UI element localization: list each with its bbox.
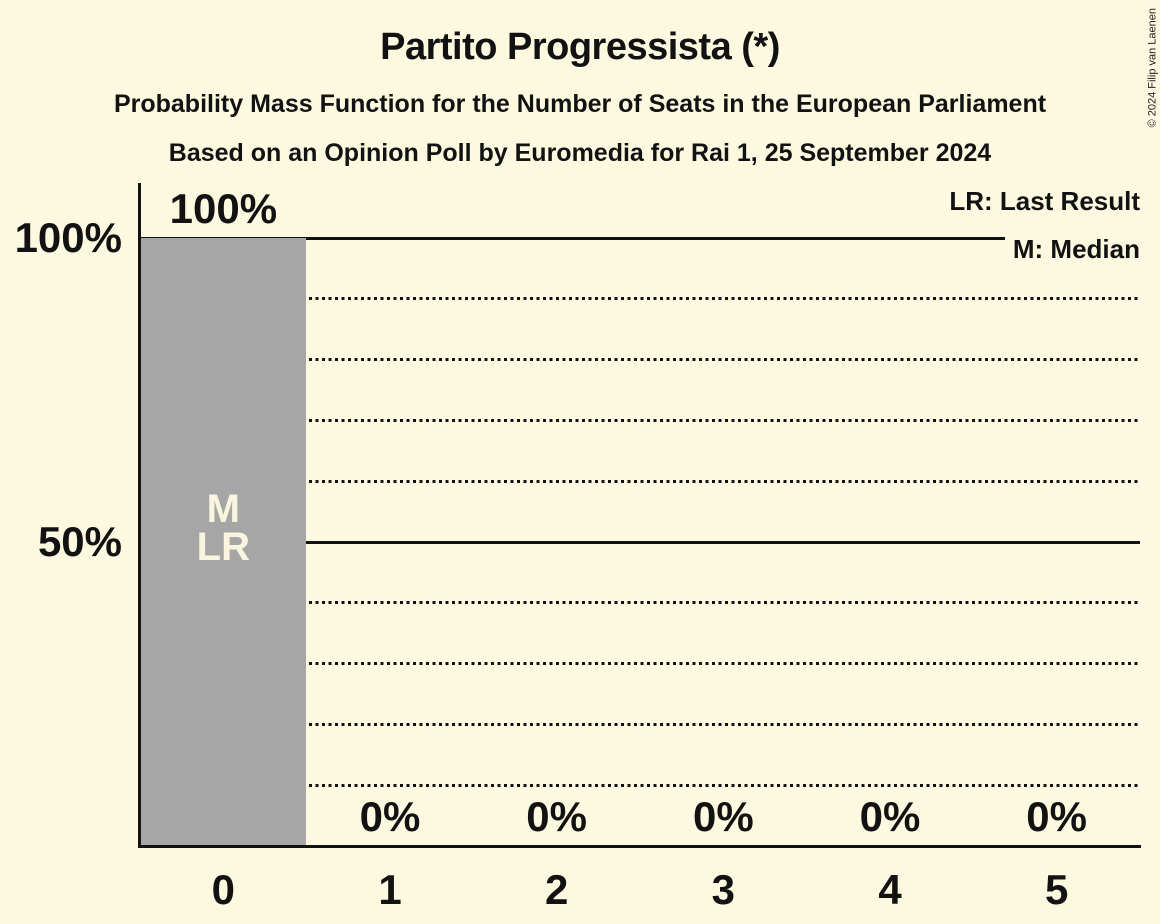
y-tick-label-100: 100% (14, 214, 122, 261)
page-title: Partito Progressista (*) (380, 26, 780, 68)
y-axis-line (138, 183, 141, 848)
x-tick-label-0: 0 (211, 866, 236, 913)
bar-seats-0 (140, 238, 306, 846)
gridline-dotted-30pct (140, 662, 1140, 666)
chart-subtitle: Probability Mass Function for the Number… (113, 90, 1047, 118)
bar-value-label-5: 0% (1026, 793, 1088, 840)
gridline-solid-100pct (140, 236, 1140, 240)
gridline-dotted-60pct (140, 479, 1140, 483)
gridline-dotted-70pct (140, 418, 1140, 422)
x-tick-label-3: 3 (711, 866, 736, 913)
legend-last-result-label: LR: Last Result (949, 186, 1140, 216)
bar-value-label-2: 0% (526, 793, 588, 840)
y-tick-label-50: 50% (37, 518, 122, 565)
bar-value-label-1: 0% (359, 793, 421, 840)
x-tick-label-2: 2 (544, 866, 569, 913)
gridline-dotted-20pct (140, 722, 1140, 726)
gridline-dotted-80pct (140, 358, 1140, 362)
legend-median-label: M: Median (1004, 234, 1140, 264)
gridline-dotted-90pct (140, 297, 1140, 301)
x-tick-label-4: 4 (878, 866, 902, 913)
bar-annotation-0: M LR (196, 487, 250, 569)
x-axis-line (138, 845, 1141, 848)
bar-value-label-3: 0% (692, 793, 754, 840)
gridline-solid-50pct (140, 540, 1140, 544)
chart-source-line: Based on an Opinion Poll by Euromedia fo… (168, 139, 992, 167)
bar-value-label-0: 100% (169, 185, 278, 232)
x-tick-label-1: 1 (378, 866, 402, 913)
bar-annotation-line-m: M (206, 487, 240, 531)
bar-value-label-4: 0% (859, 793, 921, 840)
x-tick-label-5: 5 (1044, 866, 1069, 913)
bar-annotation-line-lr: LR (196, 525, 250, 569)
gridline-dotted-40pct (140, 601, 1140, 605)
gridline-dotted-10pct (140, 783, 1140, 787)
